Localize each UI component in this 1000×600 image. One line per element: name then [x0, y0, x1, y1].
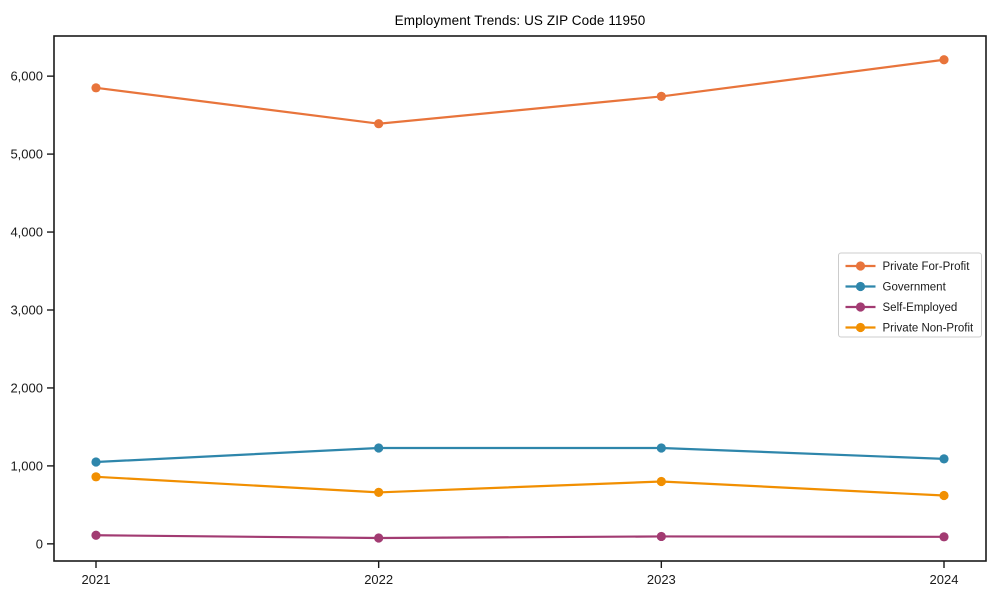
x-axis: 2021 2022 2023 2024: [82, 561, 959, 587]
legend-item-label: Private Non-Profit: [883, 323, 975, 335]
legend-item-self-employed: Self-Employed: [845, 302, 958, 314]
series-line-private-non-profit: [95, 475, 945, 497]
y-tick-label: 5,000: [10, 147, 43, 162]
marker-government-2022: [374, 443, 384, 453]
legend: Private For-Profit Government Self-Employe…: [838, 252, 982, 338]
marker-self-employed-2022: [374, 533, 384, 543]
marker-private-for-profit-2022: [374, 119, 384, 129]
y-axis: 0 1,000 2,000 3,000 4,000 5,000 6,000: [10, 69, 54, 551]
legend-item-label: Self-Employed: [883, 302, 958, 314]
legend-swatch-marker-private-non-profit: [855, 322, 866, 333]
x-tick-label: 2024: [930, 572, 959, 587]
legend-swatch-marker-government: [855, 281, 866, 292]
legend-item-private-non-profit: Private Non-Profit: [845, 322, 975, 335]
y-tick-label: 3,000: [10, 302, 43, 317]
marker-private-for-profit-2021: [91, 83, 101, 93]
plot-frame: [53, 35, 987, 562]
series-line-self-employed: [95, 534, 945, 540]
marker-private-non-profit-2023: [656, 476, 666, 487]
y-tick-label: 1,000: [10, 458, 43, 473]
legend-item-label: Government: [883, 282, 947, 294]
y-tick-label: 2,000: [10, 380, 43, 395]
legend-item-government: Government: [845, 281, 947, 294]
marker-government-2023: [656, 443, 666, 453]
chart-title: Employment Trends: US ZIP Code 11950: [394, 13, 646, 28]
x-tick-label: 2021: [82, 572, 111, 587]
marker-self-employed-2023: [656, 531, 666, 542]
legend-swatch-marker-self-employed: [855, 302, 866, 312]
series-private-for-profit: [91, 55, 949, 129]
y-tick-label: 4,000: [10, 225, 43, 240]
marker-private-non-profit-2021: [91, 472, 101, 482]
y-tick-label: 0: [36, 536, 43, 551]
marker-government-2021: [91, 457, 101, 467]
legend-box: [838, 252, 982, 338]
marker-self-employed-2024: [939, 532, 949, 542]
marker-private-non-profit-2024: [939, 490, 949, 501]
y-tick-label: 6,000: [10, 69, 43, 84]
series-line-private-for-profit: [95, 58, 945, 125]
legend-swatch-marker-private-for-profit: [855, 261, 866, 271]
legend-item-private-for-profit: Private For-Profit: [845, 261, 971, 273]
marker-government-2024: [939, 454, 949, 464]
x-tick-label: 2023: [647, 572, 676, 587]
series-line-government: [95, 446, 945, 464]
series-government: [91, 443, 949, 467]
series-self-employed: [91, 530, 949, 543]
legend-item-label: Private For-Profit: [883, 261, 971, 273]
marker-self-employed-2021: [91, 530, 101, 540]
series-private-non-profit: [91, 472, 949, 501]
marker-private-for-profit-2024: [939, 55, 949, 65]
marker-private-for-profit-2023: [656, 91, 666, 102]
marker-private-non-profit-2022: [374, 487, 384, 498]
x-tick-label: 2022: [364, 572, 393, 587]
